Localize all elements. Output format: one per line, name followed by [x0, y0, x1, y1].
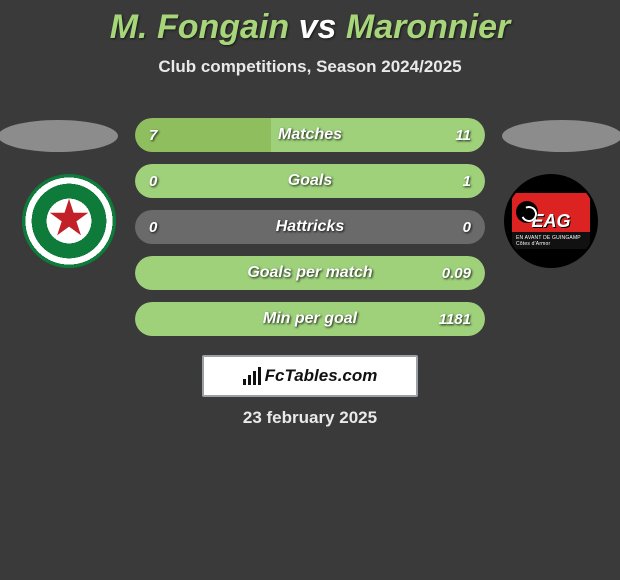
- brand-text: FcTables.com: [265, 366, 378, 386]
- context-subtitle: Club competitions, Season 2024/2025: [0, 57, 620, 77]
- star-icon: ★: [47, 193, 92, 243]
- player2-name: Maronnier: [346, 8, 510, 46]
- stat-row: 0 0 Hattricks: [135, 210, 485, 244]
- stat-label: Min per goal: [263, 310, 357, 328]
- triskel-icon: [516, 201, 538, 223]
- stat-value-right: 1181: [439, 311, 471, 328]
- stats-list: 7 11 Matches 0 1 Goals 0 0 Hattricks 0.09 Goals pe…: [135, 118, 485, 348]
- stat-row: 0.09 Goals per match: [135, 256, 485, 290]
- stat-value-right: 11: [455, 127, 471, 144]
- player2-name-pill: [502, 120, 620, 152]
- stat-row: 1181 Min per goal: [135, 302, 485, 336]
- club-logo-right: EAG EN AVANT DE GUINGAMP Côtes d'Armor: [504, 174, 598, 268]
- stat-label: Goals: [288, 172, 332, 190]
- stat-value-left: 0: [149, 173, 157, 190]
- stat-value-left: 0: [149, 219, 157, 236]
- stat-row: 7 11 Matches: [135, 118, 485, 152]
- club-right-tag: EN AVANT DE GUINGAMP Côtes d'Armor: [516, 235, 590, 247]
- stat-value-right: 0.09: [442, 265, 471, 282]
- stat-row: 0 1 Goals: [135, 164, 485, 198]
- stat-value-left: 7: [149, 127, 157, 144]
- player1-name-pill: [0, 120, 118, 152]
- stat-label: Goals per match: [247, 264, 372, 282]
- watermark-box: FcTables.com: [202, 355, 418, 397]
- stat-label: Matches: [278, 126, 342, 144]
- comparison-headline: M. Fongain vs Maronnier: [0, 0, 620, 47]
- snapshot-date: 23 february 2025: [0, 408, 620, 428]
- versus-text: vs: [299, 8, 337, 46]
- stat-value-right: 0: [463, 219, 471, 236]
- player1-name: M. Fongain: [110, 8, 289, 46]
- bar-chart-icon: [243, 367, 261, 385]
- stat-label: Hattricks: [276, 218, 344, 236]
- stat-value-right: 1: [463, 173, 471, 190]
- eag-badge: EAG EN AVANT DE GUINGAMP Côtes d'Armor: [512, 193, 590, 249]
- club-logo-left: ★: [22, 174, 116, 268]
